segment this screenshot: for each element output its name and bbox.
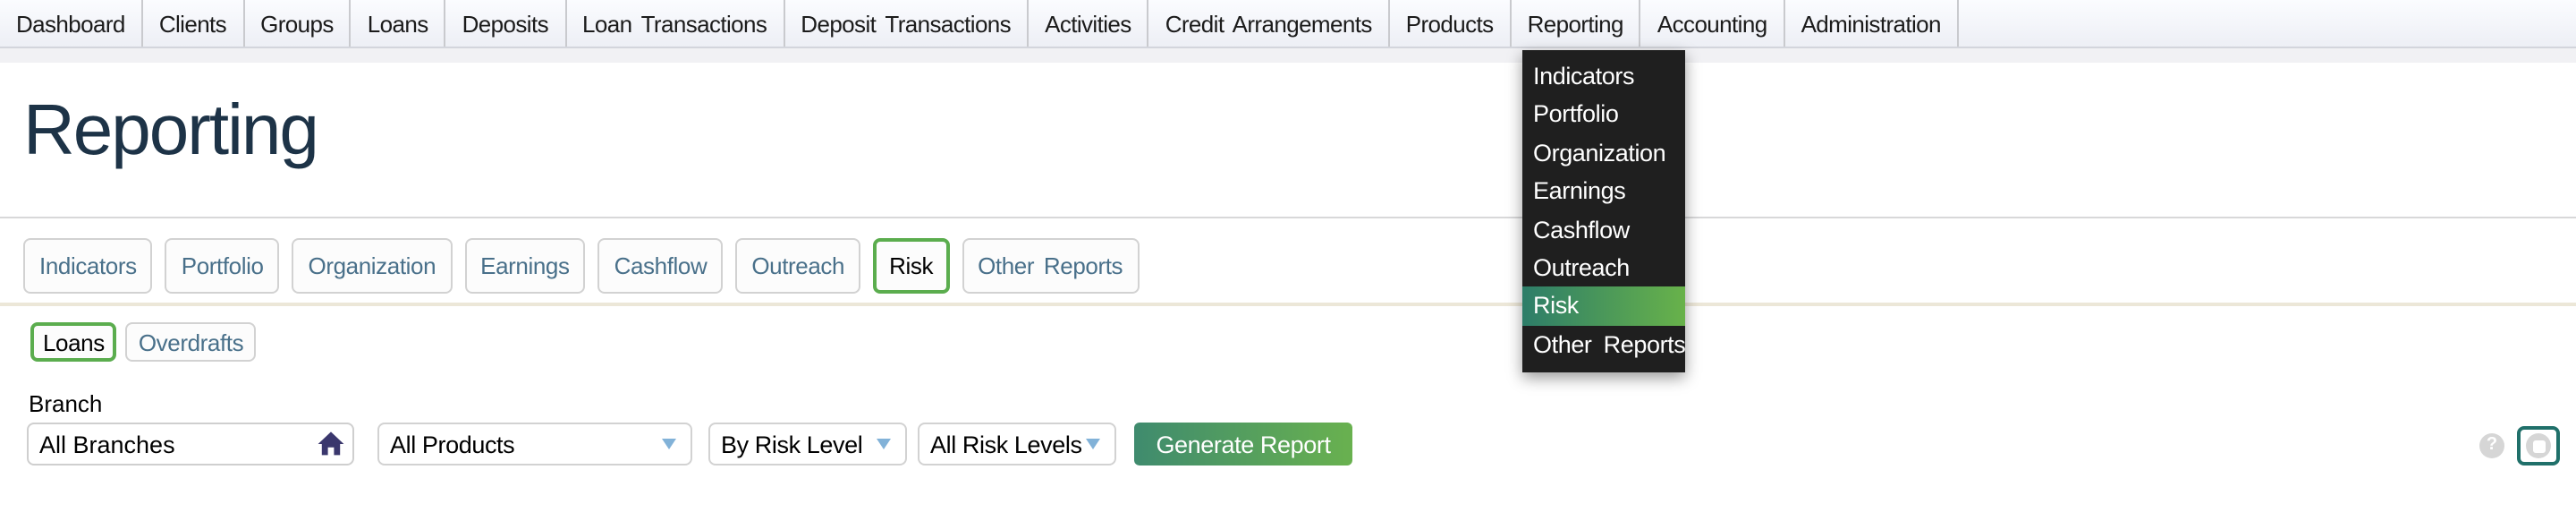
- reporting-menu-item-organization[interactable]: Organization: [1533, 139, 1666, 167]
- nav-item-groups[interactable]: Groups: [244, 0, 352, 47]
- chevron-down-icon: [877, 439, 891, 449]
- subtab-overdrafts[interactable]: Overdrafts: [125, 322, 257, 362]
- filters-row: All Products By Risk Level All Risk Leve…: [27, 423, 2576, 465]
- nav-item-loan-transactions[interactable]: Loan Transactions: [566, 0, 785, 47]
- product-select-value: All Products: [390, 431, 515, 457]
- chevron-down-icon: [1086, 439, 1100, 449]
- reporting-menu-item-outreach[interactable]: Outreach: [1533, 253, 1630, 281]
- tab-indicators[interactable]: Indicators: [23, 238, 153, 294]
- reporting-menu-item-cashflow[interactable]: Cashflow: [1533, 216, 1630, 243]
- risk-view-select[interactable]: By Risk Level: [708, 423, 907, 465]
- nav-item-credit-arrangements[interactable]: Credit Arrangements: [1149, 0, 1390, 47]
- chevron-down-icon: [662, 439, 676, 449]
- risk-view-select-value: By Risk Level: [721, 431, 863, 457]
- tab-earnings[interactable]: Earnings: [464, 238, 586, 294]
- messenger-button[interactable]: [2517, 426, 2560, 465]
- risk-subtabs: Loans Overdrafts: [30, 322, 2576, 362]
- tab-other-reports[interactable]: Other Reports: [962, 238, 1140, 294]
- nav-item-activities[interactable]: Activities: [1029, 0, 1149, 47]
- tab-risk[interactable]: Risk: [873, 238, 950, 294]
- tab-outreach[interactable]: Outreach: [735, 238, 861, 294]
- branch-label: Branch: [29, 390, 103, 417]
- reporting-menu-item-other-reports[interactable]: Other Reports: [1533, 330, 1686, 358]
- nav-item-deposits[interactable]: Deposits: [446, 0, 566, 47]
- tab-portfolio[interactable]: Portfolio: [165, 238, 280, 294]
- page-title: Reporting: [23, 91, 319, 170]
- nav-item-reporting[interactable]: Reporting: [1512, 0, 1641, 47]
- nav-item-deposit-transactions[interactable]: Deposit Transactions: [784, 0, 1030, 47]
- nav-item-accounting[interactable]: Accounting: [1641, 0, 1785, 47]
- nav-item-products[interactable]: Products: [1390, 0, 1512, 47]
- branch-input[interactable]: [27, 423, 354, 465]
- nav-item-loans[interactable]: Loans: [352, 0, 446, 47]
- nav-shadow-strip: [0, 48, 2576, 63]
- risk-level-select[interactable]: All Risk Levels: [918, 423, 1116, 465]
- floating-icons: ?: [2479, 426, 2560, 465]
- title-divider: [0, 217, 2576, 218]
- tabs-divider: [0, 303, 2576, 306]
- tab-organization[interactable]: Organization: [292, 238, 453, 294]
- help-question-icon[interactable]: ?: [2479, 432, 2504, 457]
- report-tabs: Indicators Portfolio Organization Earnings C…: [23, 238, 2576, 294]
- reporting-menu-item-risk[interactable]: Risk: [1522, 286, 1685, 326]
- generate-report-button[interactable]: Generate Report: [1134, 423, 1352, 465]
- nav-item-dashboard[interactable]: Dashboard: [0, 0, 143, 47]
- reporting-menu-item-portfolio[interactable]: Portfolio: [1533, 100, 1619, 128]
- reporting-menu-item-indicators[interactable]: Indicators: [1533, 63, 1635, 90]
- home-icon[interactable]: [317, 430, 345, 458]
- branch-field: [27, 423, 354, 465]
- nav-item-administration[interactable]: Administration: [1785, 0, 1959, 47]
- tab-cashflow[interactable]: Cashflow: [597, 238, 724, 294]
- nav-item-clients[interactable]: Clients: [143, 0, 245, 47]
- risk-level-select-value: All Risk Levels: [930, 431, 1082, 457]
- top-nav: Dashboard Clients Groups Loans Deposits Loan …: [0, 0, 2576, 48]
- reporting-menu-item-earnings[interactable]: Earnings: [1533, 177, 1626, 205]
- subtab-loans[interactable]: Loans: [30, 322, 117, 362]
- reporting-dropdown-menu: Indicators Portfolio Organization Earnings C…: [1522, 50, 1686, 373]
- messenger-icon: [2526, 433, 2551, 458]
- product-select[interactable]: All Products: [377, 423, 692, 465]
